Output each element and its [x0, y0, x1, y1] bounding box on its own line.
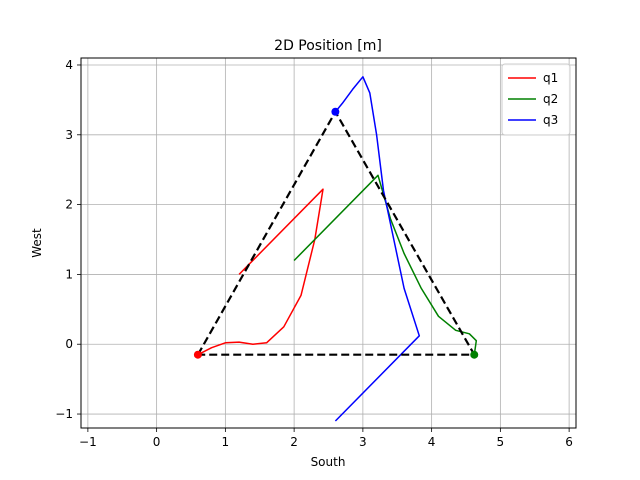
- x-tick-label: 2: [290, 435, 298, 449]
- x-tick-label: −1: [79, 435, 97, 449]
- y-tick-label: −1: [55, 407, 73, 421]
- reference-path: [196, 109, 477, 356]
- legend-label-q3: q3: [543, 113, 558, 127]
- legend-label-q2: q2: [543, 92, 558, 106]
- waypoint-marker: [331, 107, 340, 116]
- axes-frame: [80, 57, 577, 429]
- plot-area: [193, 76, 479, 422]
- x-tick-label: 3: [359, 435, 367, 449]
- y-tick-label: 2: [65, 198, 73, 212]
- x-tick-label: 4: [428, 435, 436, 449]
- series-line-q3: [334, 76, 421, 422]
- y-tick-label: 4: [65, 58, 73, 72]
- x-tick-label: 1: [222, 435, 230, 449]
- series-line-q1: [197, 188, 324, 356]
- y-axis-label: West: [30, 228, 44, 258]
- x-axis-label: South: [311, 455, 346, 469]
- legend-label-q1: q1: [543, 71, 558, 85]
- ticks: −1 0 1 2 3 4 5 6 −1 0 1 2 3 4: [55, 58, 573, 449]
- x-tick-label: 6: [565, 435, 573, 449]
- chart-title: 2D Position [m]: [274, 38, 382, 54]
- legend: q1 q2 q3: [501, 63, 571, 136]
- y-tick-label: 0: [65, 337, 73, 351]
- x-tick-label: 5: [497, 435, 505, 449]
- waypoint-marker: [470, 350, 479, 359]
- y-tick-label: 3: [65, 128, 73, 142]
- waypoint-marker: [193, 350, 202, 359]
- x-tick-label: 0: [153, 435, 161, 449]
- y-tick-label: 1: [65, 267, 73, 281]
